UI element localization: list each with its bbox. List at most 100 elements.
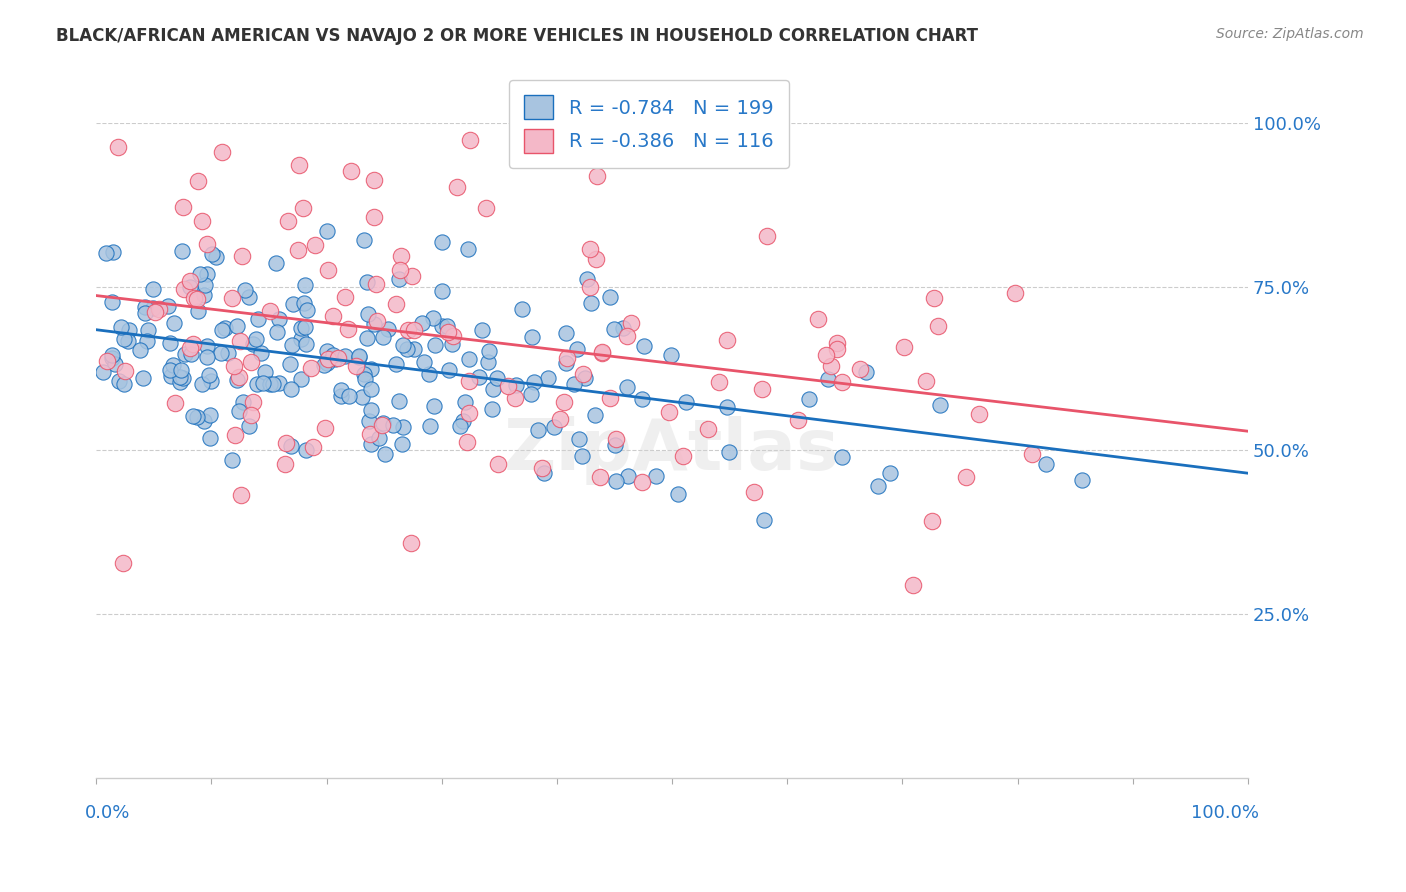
Point xyxy=(195,351,218,365)
Point xyxy=(333,349,356,363)
Point xyxy=(193,288,215,302)
Point xyxy=(344,359,367,373)
Point xyxy=(423,338,446,352)
Point xyxy=(360,362,382,376)
Point xyxy=(716,400,738,414)
Point xyxy=(366,277,388,291)
Point xyxy=(287,243,309,257)
Point xyxy=(357,307,380,321)
Point xyxy=(658,405,681,419)
Point xyxy=(191,213,214,227)
Point xyxy=(225,318,247,333)
Point xyxy=(612,321,634,335)
Point xyxy=(266,256,288,270)
Point xyxy=(108,374,131,388)
Point xyxy=(616,329,638,343)
Point xyxy=(385,357,408,371)
Point xyxy=(527,423,550,437)
Point xyxy=(229,334,252,348)
Point xyxy=(180,347,202,361)
Point xyxy=(401,268,423,283)
Point xyxy=(316,356,339,370)
Point xyxy=(571,449,593,463)
Point xyxy=(231,249,253,263)
Point xyxy=(340,163,363,178)
Point xyxy=(696,422,718,436)
Point xyxy=(605,475,627,489)
Point xyxy=(287,158,309,172)
Point xyxy=(922,291,945,305)
Point xyxy=(191,376,214,391)
Text: ZipAtlas: ZipAtlas xyxy=(503,416,839,485)
Point xyxy=(259,376,281,391)
Point xyxy=(291,202,314,216)
Point xyxy=(318,351,340,366)
Point xyxy=(633,339,655,353)
Point xyxy=(371,418,394,433)
Point xyxy=(554,356,576,370)
Point xyxy=(224,427,246,442)
Point xyxy=(112,377,135,392)
Point xyxy=(143,305,166,319)
Point xyxy=(671,449,693,463)
Point xyxy=(430,319,453,334)
Point xyxy=(457,242,479,256)
Point xyxy=(533,466,555,480)
Point xyxy=(186,292,208,306)
Point xyxy=(322,309,344,323)
Point xyxy=(915,374,938,388)
Point xyxy=(188,267,211,281)
Point xyxy=(165,395,187,409)
Point xyxy=(354,371,377,385)
Point xyxy=(363,210,385,224)
Point xyxy=(336,322,359,336)
Point xyxy=(294,319,316,334)
Point xyxy=(631,475,654,489)
Point xyxy=(543,420,565,434)
Point xyxy=(179,280,201,294)
Point xyxy=(290,372,312,386)
Point xyxy=(186,303,208,318)
Point xyxy=(259,304,281,318)
Point xyxy=(799,392,821,407)
Point xyxy=(395,342,418,356)
Point xyxy=(574,371,596,385)
Point xyxy=(269,311,291,326)
Point xyxy=(659,348,682,362)
Point xyxy=(402,323,425,337)
Point xyxy=(522,330,544,344)
Point xyxy=(314,421,336,435)
Point xyxy=(299,361,322,376)
Point xyxy=(486,371,509,385)
Point xyxy=(599,391,621,405)
Point xyxy=(630,392,652,406)
Point xyxy=(131,371,153,385)
Point xyxy=(134,305,156,319)
Point xyxy=(304,238,326,252)
Point xyxy=(266,326,288,340)
Point xyxy=(201,247,224,261)
Point xyxy=(281,338,304,352)
Point xyxy=(245,332,267,346)
Point xyxy=(423,399,446,413)
Point xyxy=(377,321,399,335)
Point xyxy=(1035,457,1057,471)
Point xyxy=(280,382,302,396)
Point xyxy=(814,348,837,362)
Point xyxy=(295,303,318,318)
Point xyxy=(599,290,621,304)
Point xyxy=(169,375,191,389)
Point xyxy=(588,470,610,484)
Point xyxy=(458,374,481,388)
Point xyxy=(142,282,165,296)
Point xyxy=(335,290,357,304)
Point xyxy=(360,403,382,417)
Point xyxy=(477,355,499,369)
Point xyxy=(418,367,440,381)
Point xyxy=(901,578,924,592)
Point xyxy=(262,377,284,392)
Point xyxy=(252,376,274,391)
Point xyxy=(456,434,478,449)
Point xyxy=(347,350,370,364)
Point xyxy=(537,371,560,385)
